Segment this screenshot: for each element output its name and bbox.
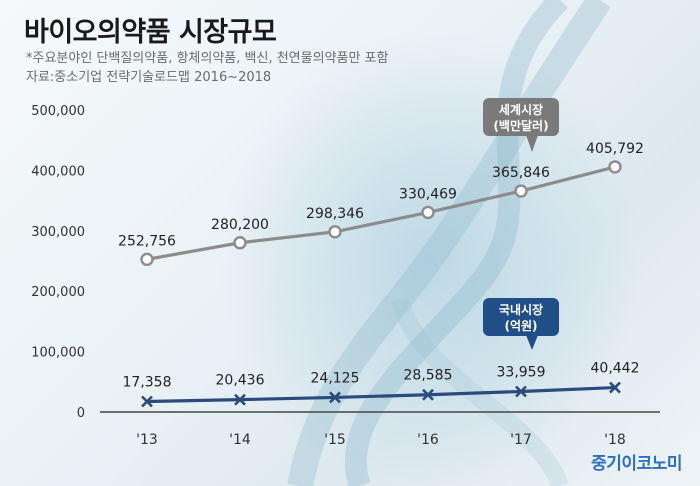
data-point bbox=[422, 388, 434, 401]
y-tick-label: 100,000 bbox=[31, 346, 85, 361]
y-tick-label: 500,000 bbox=[31, 104, 85, 119]
data-point bbox=[329, 391, 341, 404]
x-axis: '13 '14 '15 '16 '17 '18 bbox=[136, 432, 626, 448]
x-tick-label: '14 bbox=[229, 432, 251, 448]
series-world-market: 252,756 280,200 298,346 330,469 365,846 405,7… bbox=[118, 141, 644, 267]
scope-note: *주요분야인 단백질의약품, 항체의약품, 백신, 천연물의약품만 포함 bbox=[26, 51, 389, 66]
data-label: 330,469 bbox=[399, 186, 457, 202]
x-tick-label: '13 bbox=[136, 432, 158, 448]
callout-pointer bbox=[526, 335, 538, 350]
source-note: 자료:중소기업 전략기술로드맵 2016~2018 bbox=[26, 70, 272, 85]
data-label: 40,442 bbox=[591, 361, 640, 377]
data-label: 252,756 bbox=[118, 233, 176, 249]
callout-box bbox=[483, 98, 559, 136]
x-tick-label: '18 bbox=[604, 432, 626, 448]
data-label: 24,125 bbox=[311, 370, 360, 386]
callout-title: 국내시장 bbox=[499, 302, 543, 317]
data-point bbox=[140, 252, 154, 267]
callout-pointer bbox=[526, 135, 538, 152]
data-point bbox=[421, 205, 435, 220]
data-label: 33,959 bbox=[497, 364, 546, 380]
series-domestic-market: 17,358 20,436 24,125 28,585 33,959 40,442 bbox=[123, 361, 640, 408]
data-label: 20,436 bbox=[216, 373, 265, 389]
data-label: 365,846 bbox=[492, 165, 550, 181]
callout-title: 세계시장 bbox=[499, 102, 543, 117]
page-title: 바이오의약품 시장규모 bbox=[24, 17, 277, 48]
data-point bbox=[608, 160, 622, 174]
series-line bbox=[146, 165, 616, 261]
y-tick-label: 0 bbox=[77, 406, 85, 421]
brand-logo: 중기이코노미 bbox=[591, 454, 682, 474]
data-point bbox=[141, 395, 153, 408]
data-point bbox=[514, 184, 528, 198]
callout-unit: (억원) bbox=[504, 319, 537, 333]
callout-box bbox=[483, 298, 559, 336]
data-label: 298,346 bbox=[306, 206, 364, 222]
x-tick-label: '16 bbox=[417, 432, 439, 448]
data-point bbox=[233, 236, 247, 250]
data-point bbox=[515, 385, 527, 398]
data-point bbox=[234, 393, 246, 406]
data-label: 17,358 bbox=[123, 375, 172, 391]
series-callouts: 세계시장(백만달러) 국내시장 (억원) bbox=[483, 98, 559, 350]
y-tick-label: 400,000 bbox=[31, 164, 85, 179]
data-label: 405,792 bbox=[586, 141, 644, 157]
x-tick-label: '17 bbox=[510, 432, 532, 448]
series-line bbox=[146, 385, 616, 404]
y-axis: 0 100,000 200,000 300,000 400,000 500,000 bbox=[31, 104, 85, 421]
data-label: 28,585 bbox=[404, 368, 453, 384]
data-point bbox=[328, 225, 342, 239]
y-tick-label: 200,000 bbox=[31, 285, 85, 300]
callout-unit: (백만달러) bbox=[493, 118, 548, 133]
data-point bbox=[609, 381, 621, 394]
x-tick-label: '15 bbox=[324, 432, 346, 448]
y-tick-label: 300,000 bbox=[31, 225, 85, 240]
data-label: 280,200 bbox=[211, 217, 269, 233]
